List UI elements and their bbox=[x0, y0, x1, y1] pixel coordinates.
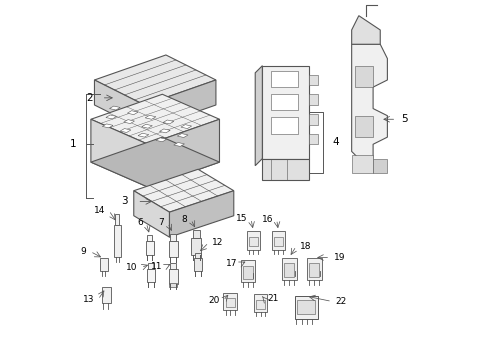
Polygon shape bbox=[351, 44, 386, 158]
Bar bbox=[297, 300, 314, 314]
Polygon shape bbox=[120, 129, 131, 132]
Bar bbox=[170, 263, 176, 269]
Bar bbox=[271, 71, 298, 87]
Text: 17: 17 bbox=[225, 260, 237, 269]
Text: 7: 7 bbox=[158, 219, 164, 228]
Bar bbox=[191, 238, 201, 255]
Bar bbox=[253, 294, 267, 312]
Bar bbox=[147, 269, 155, 282]
Text: 15: 15 bbox=[235, 214, 247, 223]
Polygon shape bbox=[177, 134, 188, 138]
Text: 2: 2 bbox=[85, 93, 92, 103]
Text: 5: 5 bbox=[400, 114, 407, 124]
Text: 22: 22 bbox=[335, 297, 346, 306]
Bar bbox=[351, 155, 372, 173]
Bar bbox=[256, 300, 264, 309]
Bar bbox=[148, 263, 153, 269]
Text: 8: 8 bbox=[181, 215, 187, 224]
Bar bbox=[354, 66, 372, 87]
Bar bbox=[308, 94, 317, 105]
Bar bbox=[168, 240, 177, 257]
Bar bbox=[114, 225, 121, 257]
Text: 12: 12 bbox=[212, 238, 224, 247]
Polygon shape bbox=[109, 106, 120, 110]
Bar bbox=[100, 257, 107, 271]
Bar bbox=[102, 287, 110, 303]
Bar bbox=[294, 296, 317, 319]
Bar bbox=[372, 158, 386, 173]
Polygon shape bbox=[262, 66, 308, 158]
Bar bbox=[194, 258, 202, 271]
Text: 11: 11 bbox=[150, 262, 162, 271]
Text: 10: 10 bbox=[125, 263, 137, 272]
Bar bbox=[168, 269, 177, 284]
Polygon shape bbox=[106, 115, 116, 119]
Text: 14: 14 bbox=[94, 206, 105, 215]
Polygon shape bbox=[148, 119, 219, 187]
Bar bbox=[145, 241, 153, 255]
Polygon shape bbox=[144, 80, 216, 130]
Polygon shape bbox=[127, 111, 138, 114]
Text: 6: 6 bbox=[137, 219, 142, 228]
Bar bbox=[308, 114, 317, 125]
Bar bbox=[147, 235, 152, 241]
Polygon shape bbox=[173, 143, 184, 147]
Bar bbox=[281, 257, 296, 280]
Polygon shape bbox=[138, 133, 148, 137]
Polygon shape bbox=[156, 138, 166, 142]
Text: 3: 3 bbox=[121, 197, 127, 206]
Text: 21: 21 bbox=[267, 294, 279, 303]
Polygon shape bbox=[94, 80, 144, 130]
Bar bbox=[284, 263, 294, 276]
Text: 1: 1 bbox=[70, 139, 76, 149]
Bar bbox=[306, 257, 321, 280]
Text: 13: 13 bbox=[83, 295, 94, 304]
Text: 4: 4 bbox=[331, 138, 338, 148]
Bar bbox=[354, 116, 372, 137]
Polygon shape bbox=[102, 124, 113, 128]
Polygon shape bbox=[159, 129, 170, 133]
Polygon shape bbox=[142, 124, 152, 128]
Bar bbox=[223, 293, 237, 310]
Text: 20: 20 bbox=[208, 296, 219, 305]
Bar bbox=[308, 263, 319, 276]
Bar bbox=[308, 134, 317, 144]
Text: 9: 9 bbox=[81, 247, 86, 256]
Bar bbox=[248, 237, 258, 246]
Bar bbox=[243, 266, 252, 279]
Bar bbox=[195, 252, 200, 258]
Text: 18: 18 bbox=[299, 242, 311, 251]
Bar bbox=[246, 231, 260, 249]
Polygon shape bbox=[134, 169, 233, 212]
Bar bbox=[271, 117, 298, 134]
Text: 16: 16 bbox=[261, 215, 272, 224]
Bar bbox=[193, 230, 199, 238]
Polygon shape bbox=[91, 94, 219, 144]
Polygon shape bbox=[169, 191, 233, 237]
Polygon shape bbox=[163, 120, 173, 124]
Bar bbox=[273, 237, 283, 246]
Bar bbox=[271, 94, 298, 111]
Text: 19: 19 bbox=[333, 253, 345, 262]
Bar bbox=[169, 283, 177, 287]
Polygon shape bbox=[94, 55, 216, 105]
Polygon shape bbox=[123, 120, 134, 123]
Polygon shape bbox=[351, 16, 380, 44]
Bar bbox=[170, 234, 176, 240]
Polygon shape bbox=[255, 66, 262, 166]
Bar bbox=[241, 260, 255, 282]
Bar bbox=[308, 75, 317, 85]
Polygon shape bbox=[91, 119, 148, 187]
Polygon shape bbox=[262, 158, 308, 180]
Bar bbox=[115, 214, 119, 225]
Bar bbox=[271, 231, 285, 249]
Polygon shape bbox=[181, 125, 191, 129]
Polygon shape bbox=[134, 191, 169, 237]
Bar bbox=[225, 298, 234, 307]
Polygon shape bbox=[145, 115, 156, 119]
Polygon shape bbox=[91, 137, 219, 187]
